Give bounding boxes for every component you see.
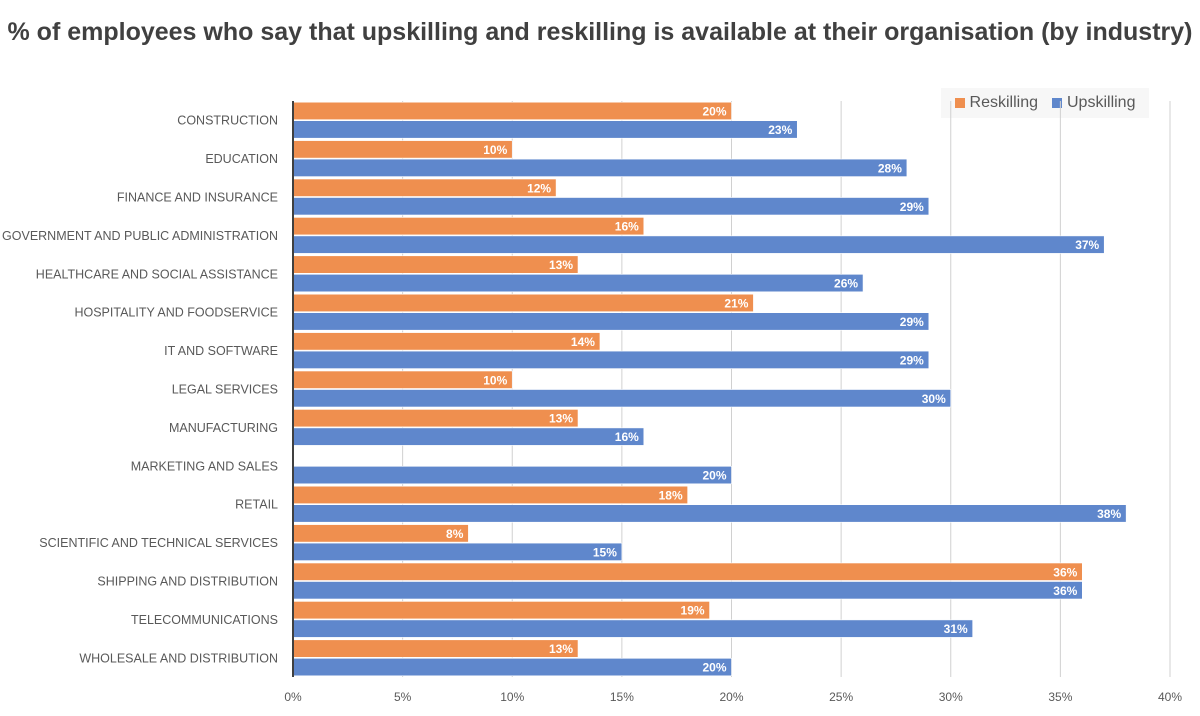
x-tick-label: 40% xyxy=(1158,690,1182,704)
data-label: 36% xyxy=(1053,565,1077,579)
data-label: 12% xyxy=(527,181,551,195)
bar-reskilling xyxy=(292,639,579,658)
legend-swatch-reskilling xyxy=(954,98,965,108)
x-tick-label: 10% xyxy=(500,690,524,704)
x-tick-label: 35% xyxy=(1048,690,1072,704)
data-label: 38% xyxy=(1097,507,1121,521)
data-label: 19% xyxy=(681,604,705,618)
data-label: 20% xyxy=(702,104,726,118)
bar-upskilling xyxy=(292,389,952,408)
data-label: 20% xyxy=(702,469,726,483)
bar-reskilling xyxy=(292,293,754,313)
category-label: TELECOMMUNICATIONS xyxy=(131,613,278,627)
category-label: SHIPPING AND DISTRIBUTION xyxy=(97,575,278,589)
data-label: 23% xyxy=(768,123,792,137)
category-label: RETAIL xyxy=(235,498,278,512)
bar-upskilling xyxy=(292,619,973,638)
category-label: MANUFACTURING xyxy=(169,421,278,435)
bar-reskilling xyxy=(292,140,513,159)
bar-reskilling xyxy=(292,485,688,505)
data-label: 16% xyxy=(615,220,639,234)
category-label: HEALTHCARE AND SOCIAL ASSISTANCE xyxy=(36,267,278,281)
data-label: 29% xyxy=(900,315,924,329)
data-label: 13% xyxy=(549,642,573,656)
category-label: GOVERNMENT AND PUBLIC ADMINISTRATION xyxy=(2,229,278,243)
bar-upskilling xyxy=(292,158,908,177)
bar-reskilling xyxy=(292,217,645,236)
data-label: 20% xyxy=(702,661,726,675)
data-label: 28% xyxy=(878,161,902,175)
bar-upskilling xyxy=(292,427,645,446)
legend-label-reskilling: Reskilling xyxy=(969,94,1038,111)
data-label: 16% xyxy=(615,430,639,444)
bar-reskilling xyxy=(292,178,557,197)
data-label: 13% xyxy=(549,412,573,426)
legend-label-upskilling: Upskilling xyxy=(1067,94,1136,111)
data-label: 26% xyxy=(834,277,858,291)
bar-upskilling xyxy=(292,657,732,677)
legend: Reskilling Upskilling xyxy=(941,88,1149,118)
bar-upskilling xyxy=(292,350,930,369)
data-label: 15% xyxy=(593,545,617,559)
category-label: MARKETING AND SALES xyxy=(131,459,278,473)
data-label: 10% xyxy=(483,373,507,387)
x-tick-label: 0% xyxy=(284,690,302,704)
category-label: HOSPITALITY AND FOODSERVICE xyxy=(74,306,278,320)
bar-upskilling xyxy=(292,235,1105,254)
bar-reskilling xyxy=(292,562,1083,581)
bar-reskilling xyxy=(292,101,732,120)
bar-upskilling xyxy=(292,120,798,139)
bar-reskilling xyxy=(292,332,601,351)
legend-swatch-upskilling xyxy=(1052,98,1062,108)
bar-upskilling xyxy=(292,465,732,485)
category-label: LEGAL SERVICES xyxy=(172,383,278,397)
bar-reskilling xyxy=(292,409,579,428)
bar-upskilling xyxy=(292,273,864,293)
legend-item-upskilling: Upskilling xyxy=(1052,94,1135,112)
bar-upskilling xyxy=(292,542,623,561)
chart-title: % of employees who say that upskilling a… xyxy=(7,18,1193,46)
data-label: 30% xyxy=(922,392,946,406)
data-label: 29% xyxy=(900,200,924,214)
data-label: 31% xyxy=(944,622,968,636)
bar-upskilling xyxy=(292,504,1127,523)
data-label: 36% xyxy=(1053,584,1077,598)
x-tick-label: 15% xyxy=(610,690,634,704)
data-label: 18% xyxy=(659,488,683,502)
data-label: 14% xyxy=(571,335,595,349)
data-label: 8% xyxy=(446,527,464,541)
x-tick-label: 20% xyxy=(719,690,743,704)
data-label: 29% xyxy=(900,353,924,367)
data-label: 13% xyxy=(549,258,573,272)
x-tick-label: 5% xyxy=(394,690,412,704)
data-label: 21% xyxy=(724,296,748,310)
category-label: WHOLESALE AND DISTRIBUTION xyxy=(79,651,278,665)
bar-reskilling xyxy=(292,255,579,274)
category-label: IT AND SOFTWARE xyxy=(164,344,278,358)
bar-reskilling xyxy=(292,601,710,620)
bar-upskilling xyxy=(292,581,1083,600)
category-label: CONSTRUCTION xyxy=(177,114,278,128)
category-label: FINANCE AND INSURANCE xyxy=(117,191,278,205)
category-label: EDUCATION xyxy=(205,152,278,166)
bar-upskilling xyxy=(292,197,930,216)
data-label: 10% xyxy=(483,143,507,157)
bar-reskilling xyxy=(292,524,469,543)
bar-upskilling xyxy=(292,312,930,331)
bar-reskilling xyxy=(292,370,513,389)
x-tick-label: 25% xyxy=(829,690,853,704)
legend-item-reskilling: Reskilling xyxy=(954,94,1038,112)
category-label: SCIENTIFIC AND TECHNICAL SERVICES xyxy=(39,536,278,550)
x-tick-label: 30% xyxy=(939,690,963,704)
data-label: 37% xyxy=(1075,238,1099,252)
